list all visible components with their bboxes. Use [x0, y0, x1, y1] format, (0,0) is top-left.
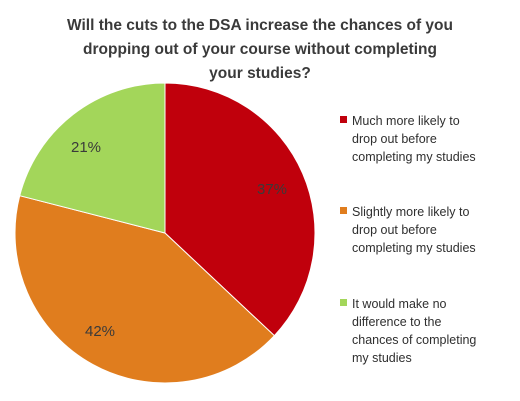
legend-label: Slightly more likely to drop out before …	[352, 205, 476, 255]
data-label: 37%	[257, 181, 287, 198]
slice-no-difference	[19, 82, 166, 234]
legend-swatch	[340, 299, 347, 306]
data-label: 21%	[71, 139, 101, 156]
chart-title-line: dropping out of your course without comp…	[83, 41, 437, 58]
pie-slices	[14, 82, 316, 384]
chart-title-line: your studies?	[209, 65, 311, 82]
legend-item-much-more-likely: Much more likely to drop out before comp…	[340, 112, 510, 172]
data-label: 42%	[85, 323, 115, 340]
chart-title: Will the cuts to the DSA increase the ch…	[20, 14, 500, 86]
legend-swatch	[340, 207, 347, 214]
legend-swatch	[340, 116, 347, 123]
slice-much-more-likely	[164, 82, 316, 337]
legend-label: It would make no difference to the chanc…	[352, 297, 477, 365]
legend-item-no-difference: It would make no difference to the chanc…	[340, 295, 510, 373]
pie-data-labels: 37% 42% 21%	[71, 139, 287, 340]
slice-slightly-more-likely	[14, 195, 276, 384]
chart-title-line: Will the cuts to the DSA increase the ch…	[66, 17, 453, 34]
legend-item-slightly-more-likely: Slightly more likely to drop out before …	[340, 203, 510, 263]
legend-label: Much more likely to drop out before comp…	[352, 114, 476, 164]
